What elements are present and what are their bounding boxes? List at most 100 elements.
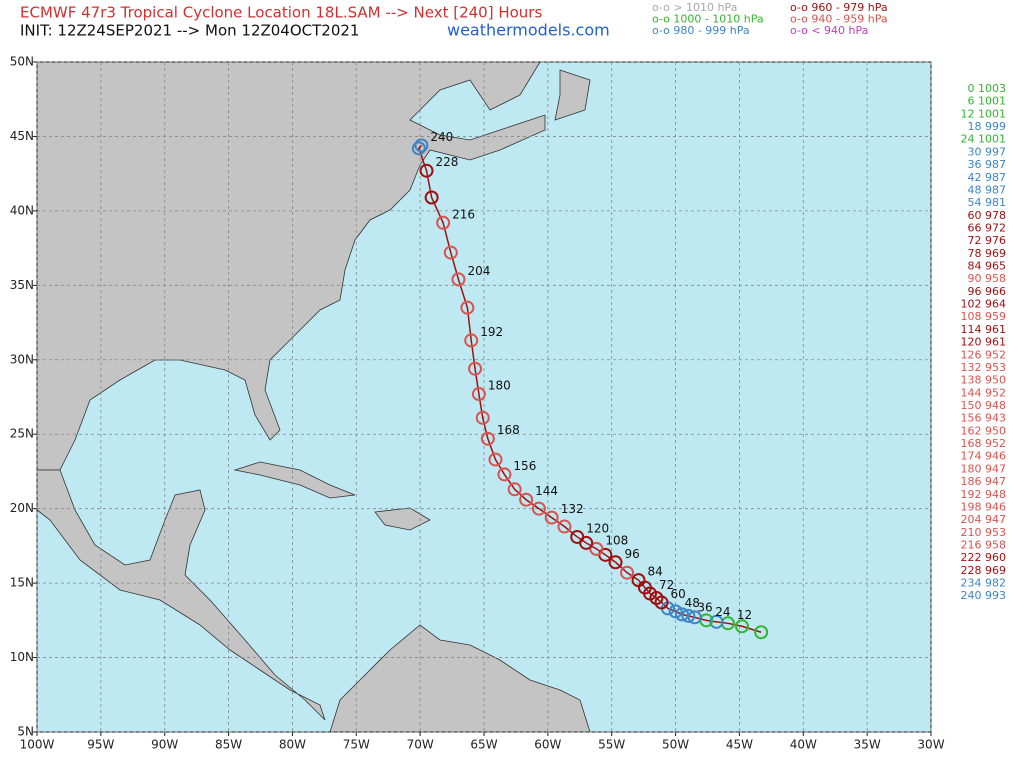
y-tick-label: 50N [10,55,34,69]
row-pressure: 960 [985,551,1006,564]
pressure-row: 96 966 [968,285,1007,298]
row-pressure: 969 [985,564,1006,577]
track-point [419,163,434,178]
hour-label: 36 [697,600,712,614]
track-point [497,467,512,482]
row-hour: 150 [961,399,982,412]
row-hour: 6 [968,95,975,108]
hour-label: 84 [648,565,663,579]
pressure-row: 102 964 [961,298,1007,311]
x-tick-label: 60W [534,738,561,752]
row-pressure: 997 [985,145,1006,158]
track-point [531,501,546,516]
row-pressure: 978 [985,209,1006,222]
track-point [488,452,503,467]
track-point [608,555,623,570]
row-pressure: 993 [985,589,1006,602]
hour-label: 156 [513,459,536,473]
pressure-row: 0 1003 [968,82,1007,95]
row-pressure: 999 [985,120,1006,133]
y-tick-label: 5N [17,725,34,739]
row-hour: 66 [968,221,982,234]
row-hour: 174 [961,450,982,463]
hour-label: 72 [659,578,674,592]
row-hour: 18 [968,120,982,133]
x-tick-label: 50W [662,738,689,752]
row-hour: 84 [968,260,982,273]
row-hour: 114 [961,323,982,336]
track-point [620,565,635,580]
pressure-row: 48 987 [968,183,1007,196]
row-hour: 132 [961,361,982,374]
pressure-row: 78 969 [968,247,1007,260]
hour-label: 240 [430,130,453,144]
row-pressure: 952 [985,348,1006,361]
legend-entry: o-o 980 - 999 hPa [652,24,750,37]
pressure-row: 126 952 [961,348,1007,361]
hour-label: 60 [671,587,686,601]
pressure-row: 72 976 [968,234,1007,247]
row-pressure: 953 [985,361,1006,374]
y-tick-label: 25N [10,427,34,441]
track-point [411,141,426,156]
pressure-row: 144 952 [961,386,1007,399]
pressure-row: 66 972 [968,221,1007,234]
track-line [418,144,762,633]
row-pressure: 987 [985,158,1006,171]
row-hour: 42 [968,171,982,184]
row-pressure: 987 [985,183,1006,196]
row-hour: 192 [961,488,982,501]
x-tick-label: 35W [854,738,881,752]
row-hour: 186 [961,475,982,488]
row-pressure: 946 [985,500,1006,513]
y-tick-label: 35N [10,278,34,292]
row-pressure: 946 [985,450,1006,463]
row-hour: 36 [968,158,982,171]
pressure-row: 234 982 [961,577,1007,590]
track-point [480,431,495,446]
row-pressure: 972 [985,221,1006,234]
y-tick-label: 15N [10,576,34,590]
track-point [681,608,696,623]
source: weathermodels.com [447,21,610,40]
row-hour: 78 [968,247,982,260]
pressure-row: 60 978 [968,209,1007,222]
pressure-row: 84 965 [968,260,1007,273]
track-point [709,614,724,629]
row-hour: 216 [961,538,982,551]
track-point [443,245,458,260]
pressure-row: 150 948 [961,399,1007,412]
row-hour: 96 [968,285,982,298]
row-hour: 234 [961,577,982,590]
x-tick-label: 65W [470,738,497,752]
row-pressure: 950 [985,424,1006,437]
track-point [475,410,490,425]
row-hour: 198 [961,500,982,513]
row-pressure: 976 [985,234,1006,247]
hour-label: 180 [488,379,511,393]
row-hour: 72 [968,234,982,247]
x-tick-label: 75W [343,738,370,752]
row-pressure: 987 [985,171,1006,184]
hour-label: 120 [586,521,609,535]
y-tick-label: 10N [10,650,34,664]
pressure-row: 192 948 [961,488,1007,501]
row-pressure: 947 [985,475,1006,488]
hour-label: 216 [452,207,475,221]
legend-entry: o-o 1000 - 1010 hPa [652,13,764,26]
legend-entry: o-o 960 - 979 hPa [790,1,888,14]
pressure-row: 6 1001 [968,95,1007,108]
track-point [451,272,466,287]
x-tick-label: 80W [279,738,306,752]
track-point [687,610,702,625]
row-pressure: 959 [985,310,1006,323]
pressure-row: 210 953 [961,526,1007,539]
x-tick-label: 95W [87,738,114,752]
track-point [557,519,572,534]
track-point [631,573,646,588]
row-pressure: 943 [985,412,1006,425]
chart-title: ECMWF 47r3 Tropical Cyclone Location 18L… [20,4,542,22]
legend-entry: o-o > 1010 hPa [652,1,737,14]
row-pressure: 1001 [978,107,1006,120]
